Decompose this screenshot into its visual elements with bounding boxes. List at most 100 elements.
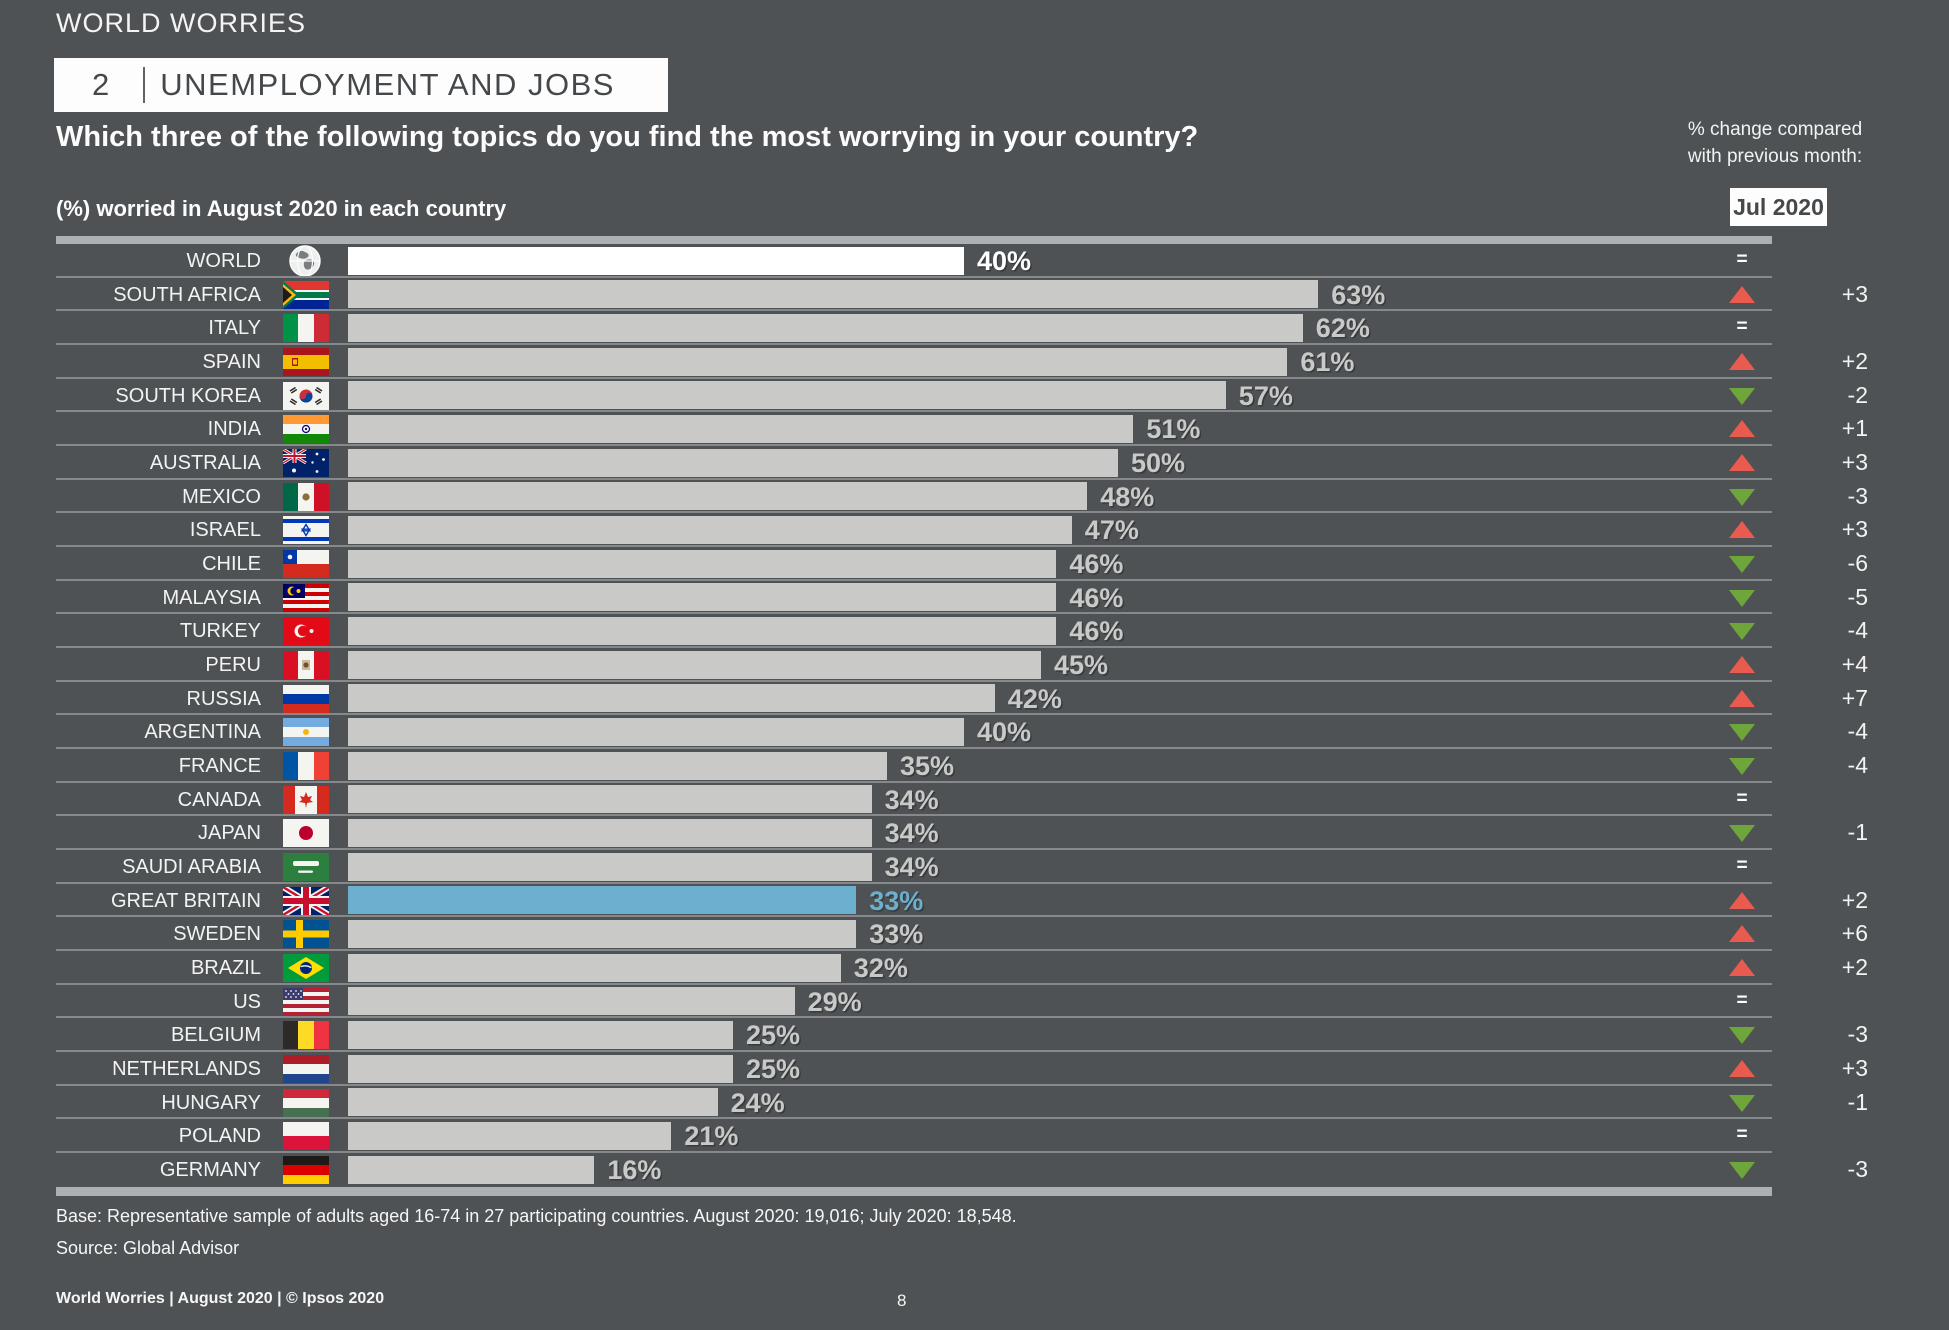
country-row: WORLD 40% = (56, 244, 1870, 278)
canada-flag-icon (283, 785, 329, 814)
country-label: SWEDEN (173, 923, 261, 946)
change-value: -3 (1847, 1021, 1868, 1048)
increase-triangle-icon (1729, 925, 1755, 943)
value-label: 46% (1069, 582, 1124, 613)
increase-triangle-icon (1729, 420, 1755, 438)
country-label: INDIA (207, 418, 261, 441)
value-bar (348, 347, 1288, 376)
value-bar (348, 482, 1088, 511)
decrease-triangle-icon (1729, 623, 1755, 641)
no-change-indicator: = (1736, 855, 1748, 877)
country-label: SOUTH KOREA (115, 384, 261, 407)
country-row: ITALY 62% = (56, 311, 1870, 345)
decrease-triangle-icon (1729, 1094, 1755, 1112)
value-label: 45% (1054, 650, 1109, 681)
value-bar (348, 751, 887, 780)
country-row: GERMANY 16% -3 (56, 1153, 1870, 1187)
value-bar (348, 684, 995, 713)
country-label: BRAZIL (190, 957, 261, 980)
country-label: SPAIN (202, 351, 261, 374)
country-row: CANADA 34% = (56, 783, 1870, 817)
increase-triangle-icon (1729, 353, 1755, 371)
no-change-indicator: = (1736, 989, 1748, 1011)
change-value: -6 (1847, 550, 1868, 577)
value-bar (348, 549, 1057, 578)
value-label: 34% (884, 852, 939, 883)
decrease-triangle-icon (1729, 758, 1755, 776)
france-flag-icon (283, 752, 329, 781)
value-label: 42% (1007, 683, 1062, 714)
country-row: ISRAEL 47% +3 (56, 513, 1870, 547)
increase-triangle-icon (1729, 454, 1755, 472)
country-row: FRANCE 35% -4 (56, 749, 1870, 783)
decrease-triangle-icon (1729, 724, 1755, 742)
country-row: CHILE 46% -6 (56, 547, 1870, 581)
section-divider (143, 67, 146, 103)
decrease-triangle-icon (1729, 1162, 1755, 1180)
change-value: -5 (1847, 583, 1868, 610)
country-row: MEXICO 48% -3 (56, 480, 1870, 514)
india-flag-icon (283, 415, 329, 444)
country-row: POLAND 21% = (56, 1119, 1870, 1153)
value-bar (348, 313, 1303, 342)
change-value: +3 (1841, 280, 1868, 307)
change-value: -3 (1847, 1156, 1868, 1183)
value-label: 33% (869, 919, 924, 950)
spain-flag-icon (283, 348, 329, 377)
value-label: 21% (684, 1121, 739, 1152)
value-bar (348, 1121, 672, 1150)
change-value: +1 (1841, 415, 1868, 442)
value-label: 32% (853, 953, 908, 984)
value-bar (348, 987, 795, 1016)
value-label: 29% (807, 986, 862, 1017)
country-row: BRAZIL 32% +2 (56, 951, 1870, 985)
australia-flag-icon (283, 449, 329, 478)
hungary-flag-icon (283, 1088, 329, 1117)
value-bar (348, 886, 857, 915)
value-label: 47% (1084, 515, 1139, 546)
value-bar (348, 953, 841, 982)
sweden-flag-icon (283, 920, 329, 949)
country-label: MEXICO (182, 485, 261, 508)
country-label: SAUDI ARABIA (122, 856, 261, 879)
turkey-flag-icon (283, 617, 329, 646)
germany-flag-icon (283, 1156, 329, 1185)
value-bar (348, 280, 1319, 309)
value-bar (348, 650, 1041, 679)
value-label: 34% (884, 818, 939, 849)
decrease-triangle-icon (1729, 387, 1755, 405)
value-bar (348, 717, 964, 746)
value-bar (348, 1020, 733, 1049)
decrease-triangle-icon (1729, 1027, 1755, 1045)
us-flag-icon (283, 987, 329, 1016)
change-value: +2 (1841, 348, 1868, 375)
country-label: BELGIUM (170, 1024, 261, 1047)
country-label: US (233, 990, 261, 1013)
country-row: SPAIN 61% +2 (56, 345, 1870, 379)
country-row: INDIA 51% +1 (56, 412, 1870, 446)
country-row: ARGENTINA 40% -4 (56, 715, 1870, 749)
no-change-indicator: = (1736, 316, 1748, 338)
value-bar (348, 818, 872, 847)
country-row: MALAYSIA 46% -5 (56, 581, 1870, 615)
increase-triangle-icon (1729, 959, 1755, 977)
value-label: 50% (1131, 448, 1186, 479)
increase-triangle-icon (1729, 285, 1755, 303)
increase-triangle-icon (1729, 689, 1755, 707)
country-label: MALAYSIA (162, 586, 261, 609)
value-label: 63% (1331, 279, 1386, 310)
change-column-note: % change compared with previous month: (1652, 116, 1898, 170)
increase-triangle-icon (1729, 521, 1755, 539)
chart-subtitle: (%) worried in August 2020 in each count… (56, 196, 507, 221)
value-label: 33% (869, 885, 924, 916)
italy-flag-icon (283, 314, 329, 343)
change-value: +7 (1841, 684, 1868, 711)
south-korea-flag-icon (283, 381, 329, 410)
brazil-flag-icon (283, 954, 329, 983)
south-africa-flag-icon (283, 280, 329, 309)
no-change-indicator: = (1736, 787, 1748, 809)
mexico-flag-icon (283, 482, 329, 511)
change-value: -4 (1847, 752, 1868, 779)
value-label: 46% (1069, 616, 1124, 647)
country-row: HUNGARY 24% -1 (56, 1086, 1870, 1120)
